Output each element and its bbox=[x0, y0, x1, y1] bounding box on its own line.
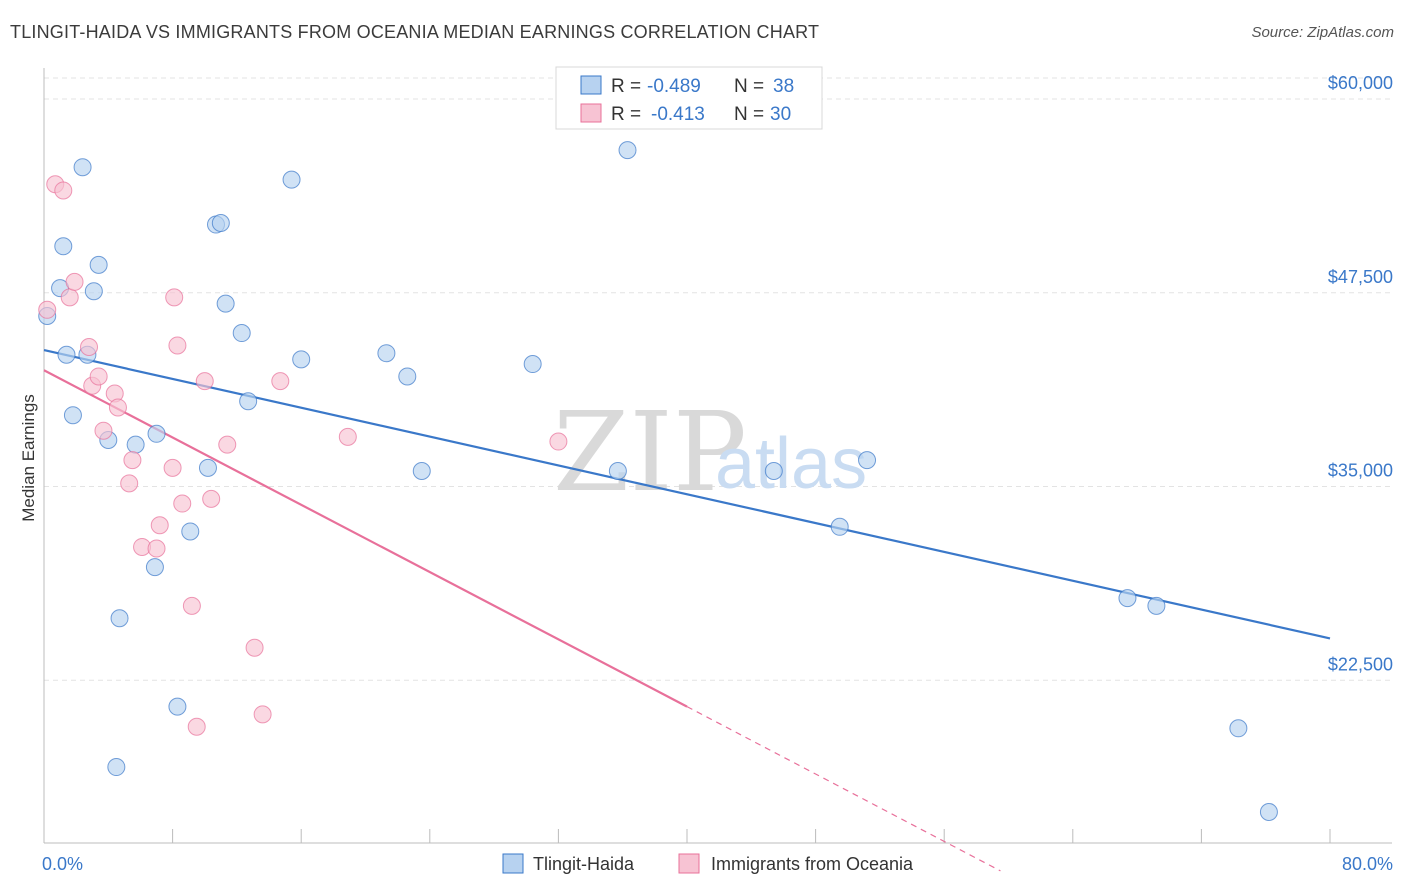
bottom-legend-swatch-pink bbox=[678, 853, 700, 874]
point-tlingit-haida bbox=[1118, 589, 1137, 608]
point-oceania bbox=[89, 367, 108, 386]
point-oceania bbox=[165, 288, 184, 307]
point-oceania bbox=[60, 288, 79, 307]
point-oceania bbox=[182, 596, 201, 615]
point-oceania bbox=[338, 427, 357, 446]
point-oceania bbox=[38, 300, 57, 319]
x-tick-labels: 0.0% 80.0% bbox=[42, 854, 1393, 874]
point-tlingit-haida bbox=[830, 517, 849, 536]
y-tick-label: $60,000 bbox=[1328, 73, 1393, 93]
point-oceania bbox=[187, 717, 206, 736]
point-tlingit-haida bbox=[145, 558, 164, 577]
x-tick-label-max: 80.0% bbox=[1342, 854, 1393, 874]
point-oceania bbox=[54, 181, 73, 200]
watermark: ZIP atlas bbox=[553, 388, 867, 516]
point-tlingit-haida bbox=[168, 697, 187, 716]
point-tlingit-haida bbox=[73, 158, 92, 177]
legend-n-value-2: 30 bbox=[770, 104, 791, 125]
point-oceania bbox=[271, 372, 290, 391]
point-tlingit-haida bbox=[147, 424, 166, 443]
point-oceania bbox=[108, 398, 127, 417]
point-tlingit-haida bbox=[57, 345, 76, 364]
bottom-legend-label-blue: Tlingit-Haida bbox=[533, 854, 635, 874]
point-oceania bbox=[120, 474, 139, 493]
grid-lines bbox=[44, 77, 1392, 681]
point-tlingit-haida bbox=[84, 282, 103, 301]
point-tlingit-haida bbox=[198, 458, 217, 477]
point-oceania bbox=[65, 272, 84, 291]
point-oceania bbox=[245, 638, 264, 657]
bottom-legend-swatch-blue bbox=[502, 853, 524, 874]
legend-r-value-1: -0.489 bbox=[647, 76, 701, 97]
point-oceania bbox=[147, 539, 166, 558]
point-tlingit-haida bbox=[211, 214, 230, 232]
point-tlingit-haida bbox=[110, 609, 129, 628]
legend-n-label-1: N = bbox=[734, 76, 764, 97]
y-tick-label: $35,000 bbox=[1328, 461, 1393, 481]
point-oceania bbox=[163, 458, 182, 477]
point-tlingit-haida bbox=[107, 758, 126, 777]
chart-title: TLINGIT-HAIDA VS IMMIGRANTS FROM OCEANIA… bbox=[10, 22, 820, 42]
point-tlingit-haida bbox=[398, 367, 417, 386]
legend-swatch-pink bbox=[580, 103, 602, 123]
point-oceania bbox=[94, 421, 113, 440]
y-axis-label: Median Earnings bbox=[19, 394, 38, 522]
point-tlingit-haida bbox=[89, 255, 108, 274]
point-tlingit-haida bbox=[1229, 719, 1248, 738]
x-tick-label-min: 0.0% bbox=[42, 854, 83, 874]
point-oceania bbox=[202, 489, 221, 508]
point-tlingit-haida bbox=[232, 324, 251, 343]
point-tlingit-haida bbox=[377, 344, 396, 363]
point-tlingit-haida bbox=[764, 462, 783, 480]
y-tick-label: $47,500 bbox=[1328, 267, 1393, 287]
point-tlingit-haida bbox=[618, 141, 637, 160]
point-tlingit-haida bbox=[608, 462, 627, 480]
legend-n-label-2: N = bbox=[734, 104, 764, 125]
point-tlingit-haida bbox=[858, 451, 877, 470]
point-tlingit-haida bbox=[282, 170, 301, 189]
data-points bbox=[38, 141, 1278, 821]
legend-r-label-1: R = bbox=[611, 76, 641, 97]
legend-r-value-2: -0.413 bbox=[651, 104, 705, 125]
point-oceania bbox=[80, 338, 99, 356]
watermark-atlas: atlas bbox=[715, 424, 867, 504]
y-tick-label: $22,500 bbox=[1328, 654, 1393, 674]
watermark-zip: ZIP bbox=[553, 388, 747, 516]
legend-n-value-1: 38 bbox=[773, 76, 794, 97]
point-oceania bbox=[123, 451, 142, 470]
point-tlingit-haida bbox=[216, 294, 235, 313]
bottom-legend-label-pink: Immigrants from Oceania bbox=[711, 854, 914, 874]
legend-box: R = -0.489 N = 38 R = -0.413 N = 30 bbox=[555, 66, 823, 130]
point-tlingit-haida bbox=[239, 392, 258, 411]
trend-line-oceania bbox=[43, 369, 688, 708]
point-oceania bbox=[549, 432, 568, 451]
point-tlingit-haida bbox=[1259, 803, 1278, 821]
axes bbox=[43, 68, 1392, 844]
point-oceania bbox=[195, 372, 214, 391]
point-tlingit-haida bbox=[412, 462, 431, 480]
point-tlingit-haida bbox=[54, 237, 73, 256]
point-tlingit-haida bbox=[63, 406, 82, 425]
point-tlingit-haida bbox=[1147, 596, 1166, 615]
point-tlingit-haida bbox=[292, 350, 311, 369]
point-tlingit-haida bbox=[126, 435, 145, 454]
y-tick-labels: $22,500 $35,000 $47,500 $60,000 bbox=[1328, 73, 1393, 674]
point-oceania bbox=[218, 435, 237, 454]
trend-lines bbox=[43, 349, 1331, 872]
bottom-legend: Tlingit-Haida Immigrants from Oceania bbox=[502, 853, 914, 874]
point-oceania bbox=[253, 705, 272, 724]
point-oceania bbox=[150, 516, 169, 535]
trend-line-oceania-extrapolated bbox=[686, 706, 1001, 872]
point-tlingit-haida bbox=[523, 355, 542, 374]
legend-r-label-2: R = bbox=[611, 104, 641, 125]
legend-swatch-blue bbox=[580, 75, 602, 95]
source-label: Source: ZipAtlas.com bbox=[1251, 24, 1394, 41]
point-oceania bbox=[173, 494, 192, 513]
point-tlingit-haida bbox=[181, 522, 200, 541]
trend-line-tlingit-haida bbox=[43, 349, 1331, 640]
point-oceania bbox=[168, 336, 187, 355]
